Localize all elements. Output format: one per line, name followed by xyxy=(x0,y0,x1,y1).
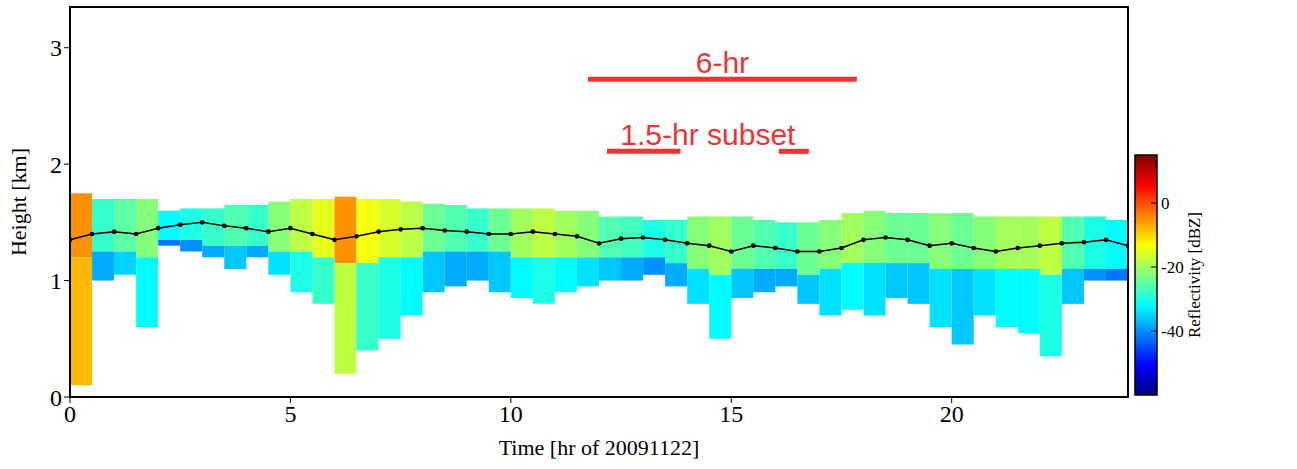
svg-text:Time [hr of 20091122]: Time [hr of 20091122] xyxy=(499,435,700,460)
svg-text:5: 5 xyxy=(284,401,296,427)
svg-text:0: 0 xyxy=(1161,194,1170,213)
svg-text:-20: -20 xyxy=(1161,258,1184,277)
svg-text:1: 1 xyxy=(50,268,62,294)
svg-text:6-hr: 6-hr xyxy=(696,46,749,79)
svg-text:2: 2 xyxy=(50,152,62,178)
svg-text:-40: -40 xyxy=(1161,322,1184,341)
svg-text:15: 15 xyxy=(719,401,743,427)
svg-text:20: 20 xyxy=(940,401,964,427)
svg-text:1.5-hr subset: 1.5-hr subset xyxy=(620,118,796,151)
svg-text:Height [km]: Height [km] xyxy=(6,148,31,256)
svg-text:0: 0 xyxy=(50,385,62,411)
svg-text:0: 0 xyxy=(64,401,76,427)
svg-text:10: 10 xyxy=(499,401,523,427)
svg-text:3: 3 xyxy=(50,35,62,61)
svg-text:Reflectivity [dBZ]: Reflectivity [dBZ] xyxy=(1185,212,1204,338)
